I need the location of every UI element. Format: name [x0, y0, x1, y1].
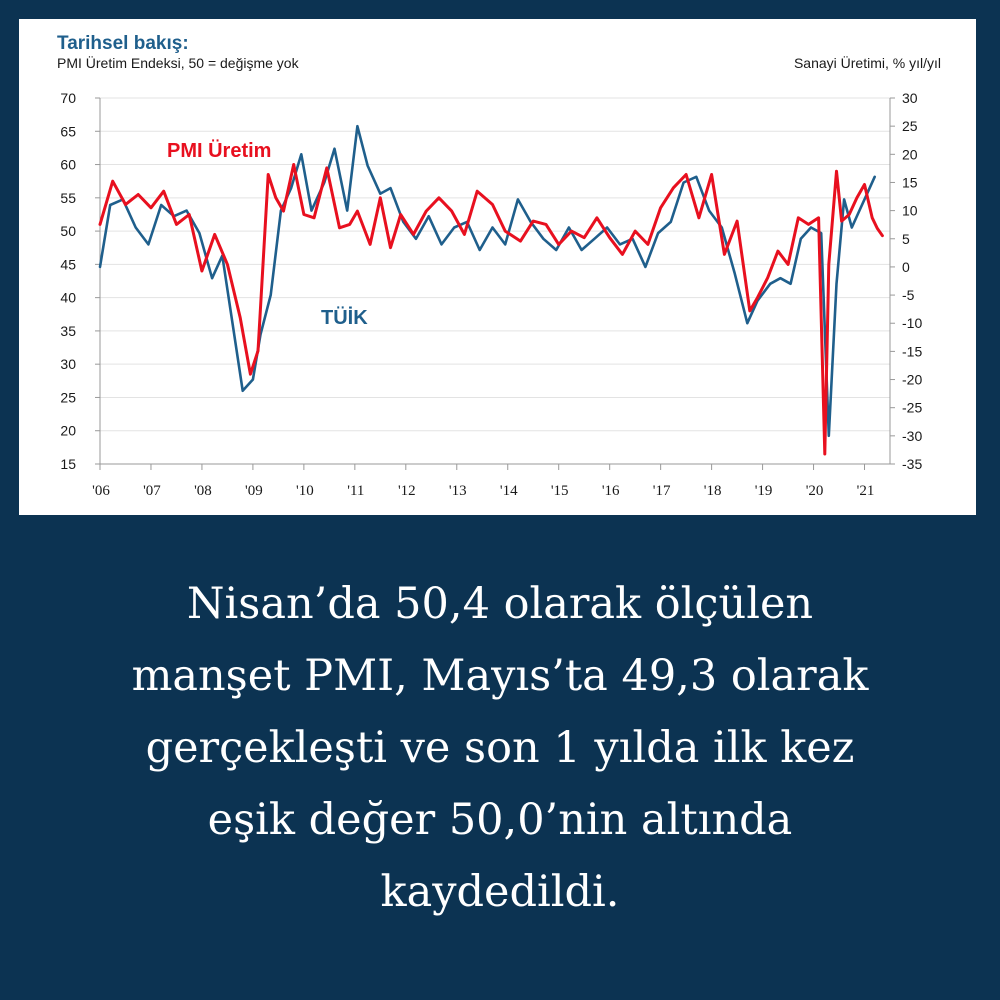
right-tick-label: 25 — [902, 118, 918, 134]
right-tick-label: -10 — [902, 315, 922, 331]
left-tick-label: 55 — [60, 190, 76, 206]
x-tick-label: '08 — [194, 483, 212, 499]
left-tick-label: 30 — [60, 356, 76, 372]
x-tick-label: '19 — [755, 483, 773, 499]
right-tick-label: 5 — [902, 231, 910, 247]
left-tick-label: 35 — [60, 323, 76, 339]
x-tick-label: '21 — [857, 483, 875, 499]
right-tick-label: 0 — [902, 259, 910, 275]
left-tick-label: 65 — [60, 123, 76, 139]
right-tick-label: -25 — [902, 400, 922, 416]
chart-svg: Tarihsel bakış: PMI Üretim Endeksi, 50 =… — [57, 33, 941, 499]
chart-subtitle: PMI Üretim Endeksi, 50 = değişme yok — [57, 54, 300, 71]
series-lines — [98, 124, 884, 456]
chart-title: Tarihsel bakış: — [57, 33, 189, 54]
caption-line: eşik değer 50,0’nin altında — [207, 795, 793, 845]
x-tick-label: '14 — [500, 483, 518, 499]
left-tick-label: 60 — [60, 157, 76, 173]
x-axis-ticks: '06 '07 '08 '09 '10 '11 '12 '13 '14 '15 '16 '17 '18 '… — [92, 483, 874, 499]
x-tick-label: '20 — [806, 483, 824, 499]
caption-line: kaydedildi. — [380, 867, 620, 917]
x-tick-label: '13 — [449, 483, 467, 499]
left-tick-label: 25 — [60, 389, 76, 405]
tuik-series-line — [98, 124, 877, 438]
left-tick-label: 45 — [60, 256, 76, 272]
caption-line: Nisan’da 50,4 olarak ölçülen — [186, 579, 814, 629]
right-tick-label: -20 — [902, 372, 922, 388]
right-tick-label: -15 — [902, 343, 922, 359]
left-tick-label: 70 — [60, 90, 76, 106]
x-tick-label: '18 — [704, 483, 722, 499]
right-tick-label: 20 — [902, 146, 918, 162]
pmi-series-line — [98, 163, 884, 456]
right-axis-ticks: 30 25 20 15 10 5 0 -5 -10 -15 -20 -25 -30 -35 — [902, 90, 922, 472]
x-tick-label: '06 — [92, 483, 110, 499]
left-tick-label: 20 — [60, 423, 76, 439]
tuik-series-label: TÜİK — [321, 306, 368, 329]
right-tick-label: 30 — [902, 90, 918, 106]
pmi-series-label: PMI Üretim — [167, 139, 271, 162]
x-tick-label: '16 — [602, 483, 620, 499]
right-tick-label: 10 — [902, 203, 918, 219]
x-tick-label: '07 — [143, 483, 161, 499]
right-tick-label: -5 — [902, 287, 915, 303]
x-tick-label: '12 — [398, 483, 416, 499]
left-axis-ticks: 70 65 60 55 50 45 40 35 30 25 20 15 — [60, 90, 76, 472]
x-tick-label: '17 — [653, 483, 671, 499]
x-tick-label: '11 — [347, 483, 364, 499]
right-tick-label: 15 — [902, 174, 918, 190]
left-tick-label: 50 — [60, 223, 76, 239]
right-tick-label: -35 — [902, 456, 922, 472]
caption-line: manşet PMI, Mayıs’ta 49,3 olarak — [131, 651, 869, 701]
axes — [95, 97, 895, 470]
x-tick-label: '10 — [296, 483, 314, 499]
caption-line: gerçekleşti ve son 1 yılda ilk kez — [145, 723, 855, 773]
right-axis-title: Sanayi Üretimi, % yıl/yıl — [794, 54, 941, 71]
right-tick-label: -30 — [902, 428, 922, 444]
caption-text: Nisan’da 50,4 olarak ölçülen manşet PMI,… — [20, 568, 980, 928]
left-tick-label: 40 — [60, 290, 76, 306]
x-tick-label: '09 — [245, 483, 263, 499]
chart-panel: Tarihsel bakış: PMI Üretim Endeksi, 50 =… — [19, 19, 976, 515]
left-tick-label: 15 — [60, 456, 76, 472]
x-tick-label: '15 — [551, 483, 569, 499]
